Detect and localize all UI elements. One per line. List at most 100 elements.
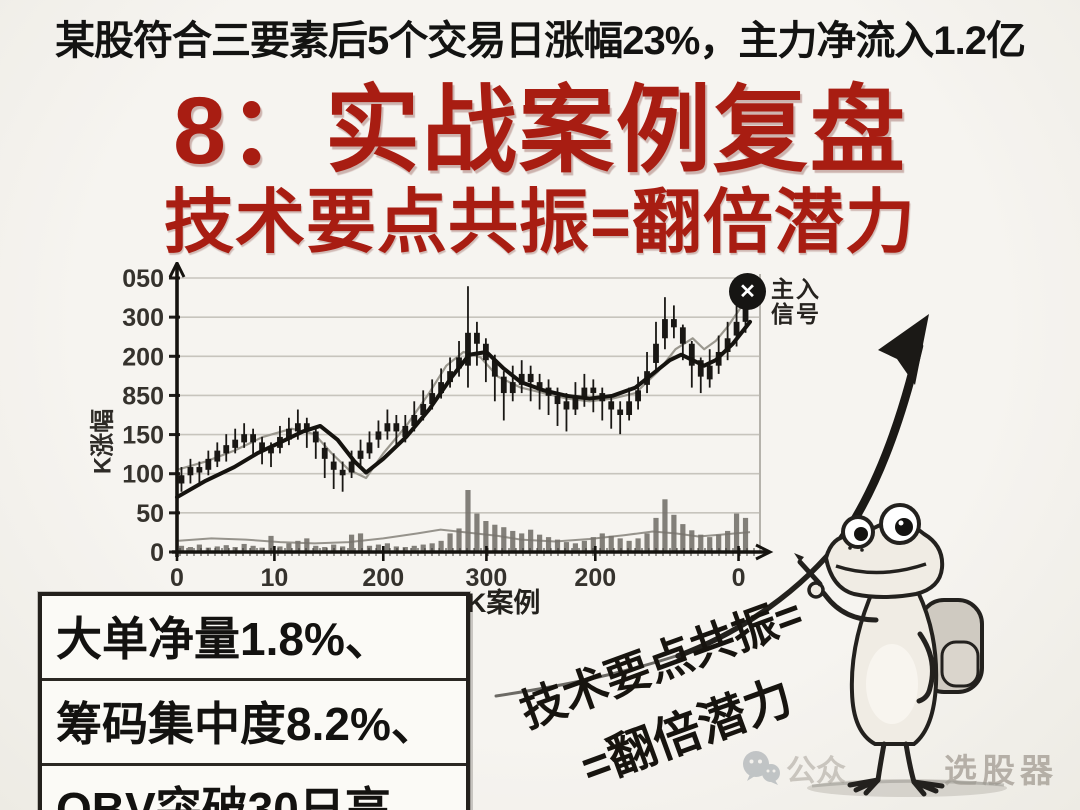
candlestick (617, 409, 624, 415)
volume-bar (250, 545, 256, 552)
x-tick-label: 0 (732, 564, 746, 592)
volume-bar (214, 546, 220, 552)
volume-bar (196, 544, 202, 552)
y-tick-label: 1050 (122, 265, 164, 293)
candlestick (491, 360, 498, 377)
volume-bar (241, 543, 247, 552)
volume-bar (545, 537, 552, 552)
x-tick-label: 0 (170, 564, 184, 592)
kline-chart-svg: 10503002008501501005000102003002000K案例 (108, 259, 774, 618)
pencil (797, 559, 823, 587)
candlestick (536, 382, 543, 391)
candlestick (241, 434, 248, 443)
ma-line (175, 319, 752, 500)
chart-legend: 主入 信号 (771, 277, 821, 327)
volume-bar (429, 543, 435, 552)
volume-bar (259, 547, 265, 552)
volume-bar (716, 534, 722, 552)
volume-bar (277, 546, 283, 552)
y-tick-label: 0 (150, 539, 164, 567)
volume-bar (393, 546, 399, 552)
candlestick (232, 439, 239, 448)
candlestick (411, 415, 418, 426)
candlestick (312, 431, 319, 443)
signal-line (176, 291, 751, 480)
chart-x-axis-title: K案例 (467, 587, 541, 618)
candlestick (581, 387, 588, 399)
candlestick (205, 458, 212, 470)
x-tick-label: 200 (574, 564, 616, 592)
candlestick (294, 423, 301, 432)
volume-bar (295, 540, 301, 552)
top-headline: 某股符合三要素后5个交易日涨幅23%，主力净流入1.2亿 (55, 19, 1026, 63)
volume-bar (402, 547, 408, 552)
key-metrics-box: 大单净量1.8%、 筹码集中度8.2%、 OBV突破30日高 (38, 592, 470, 810)
candlestick (178, 475, 185, 484)
candlestick (653, 343, 659, 363)
volume-bar (232, 547, 238, 552)
candlestick (662, 319, 668, 339)
volume-bar (474, 513, 480, 552)
volume-bar (375, 544, 382, 552)
volume-bar (617, 538, 623, 552)
volume-bar (411, 545, 417, 552)
frog-right-leg (903, 741, 917, 785)
candlestick (679, 327, 686, 344)
candlestick (608, 401, 615, 410)
volume-bar (348, 534, 355, 552)
metric-line-1: 大单净量1.8%、 (56, 613, 391, 665)
candlestick (402, 425, 409, 437)
candlestick (384, 423, 391, 432)
legend-line-1: 主入 (771, 276, 821, 302)
volume-bar (653, 517, 659, 552)
volume-bar (599, 533, 605, 552)
candlestick (250, 434, 257, 443)
frog-arm-hanging (916, 631, 935, 704)
volume-bar (528, 529, 534, 552)
volume-bar (581, 540, 587, 552)
candlestick (590, 387, 597, 394)
volume-bar (438, 540, 444, 552)
candlestick (187, 467, 194, 476)
y-tick-label: 150 (122, 422, 164, 450)
candlestick (339, 469, 346, 476)
volume-bar (268, 535, 274, 552)
volume-bar (662, 499, 668, 552)
volume-bar (707, 537, 713, 552)
candlestick (357, 450, 364, 459)
candlestick (554, 395, 561, 405)
candlestick (214, 450, 221, 462)
volume-bar (644, 533, 650, 552)
candlestick (697, 360, 704, 377)
volume-bar (698, 534, 704, 552)
volume-bar (178, 545, 185, 552)
candlestick (465, 332, 471, 366)
volume-bar (456, 528, 462, 552)
volume-bar (563, 542, 570, 552)
candlestick (563, 401, 570, 410)
candlestick (366, 442, 373, 454)
candlestick (223, 445, 230, 454)
candlestick (321, 447, 328, 459)
volume-bar (187, 547, 194, 552)
volume-bar (420, 544, 426, 552)
metric-line-2: 筹码集中度8.2%、 (42, 678, 466, 763)
wechat-icon (743, 751, 780, 785)
close-button[interactable]: ✕ (729, 273, 766, 310)
volume-bar (357, 533, 364, 552)
kline-chart-panel: 10503002008501501005000102003002000K案例 (108, 259, 794, 618)
metric-line-3: OBV突破30日高 (42, 763, 466, 810)
y-tick-label: 50 (136, 500, 164, 528)
candlestick (438, 382, 445, 394)
candlestick (518, 373, 525, 385)
volume-bar (742, 517, 749, 552)
candlestick (268, 447, 274, 454)
volume-bar (680, 524, 686, 552)
candlestick (330, 461, 337, 470)
x-tick-label: 10 (261, 564, 289, 592)
y-tick-label: 100 (122, 461, 164, 489)
candlestick (635, 390, 641, 402)
volume-bar (340, 546, 346, 552)
candlestick (348, 461, 355, 473)
volume-bar (492, 524, 498, 552)
